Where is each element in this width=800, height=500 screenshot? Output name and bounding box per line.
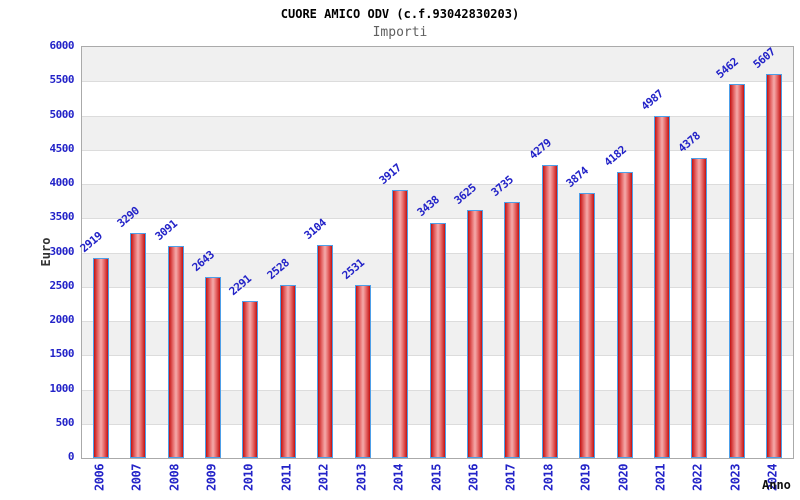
- bar-2009: [204, 276, 221, 458]
- bar-2024: [766, 73, 783, 458]
- x-tick-label: 2012: [316, 464, 331, 491]
- plot-band: [82, 81, 793, 116]
- bar-2013: [354, 284, 371, 458]
- bar-2023: [728, 83, 745, 458]
- bar-2022: [691, 158, 708, 458]
- x-tick-label: 2017: [503, 464, 518, 491]
- gridline: [82, 149, 793, 151]
- plot-band: [82, 47, 793, 82]
- x-tick-label: 2022: [690, 464, 705, 491]
- bar-2020: [616, 171, 633, 458]
- y-tick-label: 0: [67, 450, 75, 463]
- bar-2006: [92, 258, 109, 458]
- x-tick-label: 2018: [541, 464, 556, 491]
- x-tick-label: 2007: [129, 464, 144, 491]
- x-axis-title: Anno: [762, 478, 791, 492]
- x-tick-label: 2021: [653, 464, 668, 491]
- y-tick-label: 500: [55, 415, 75, 429]
- bar-2018: [541, 164, 558, 458]
- gridline: [82, 218, 793, 220]
- bar-2021: [654, 116, 671, 458]
- y-tick-label: 5500: [49, 73, 75, 87]
- bar-2017: [504, 202, 521, 458]
- bar-2016: [466, 209, 483, 458]
- plot-area: [81, 46, 794, 459]
- bar-2007: [130, 232, 147, 458]
- gridline: [82, 115, 793, 117]
- x-tick-label: 2023: [728, 464, 743, 491]
- chart-subtitle: Importi: [372, 25, 428, 40]
- y-tick-label: 4000: [49, 176, 75, 189]
- x-tick-label: 2019: [578, 464, 593, 491]
- y-tick-label: 5000: [49, 107, 75, 121]
- bar-2014: [392, 189, 409, 458]
- bar-2012: [317, 245, 334, 458]
- y-tick-label: 1000: [49, 381, 75, 395]
- y-tick-label: 4500: [49, 141, 75, 155]
- gridline: [82, 184, 793, 185]
- bar-2010: [242, 301, 259, 458]
- plot-band: [82, 149, 793, 184]
- y-tick-label: 2000: [49, 313, 75, 326]
- y-tick-label: 6000: [49, 39, 75, 52]
- y-tick-label: 3000: [49, 244, 75, 258]
- y-tick-label: 1500: [49, 347, 75, 361]
- x-tick-label: 2006: [92, 464, 107, 491]
- x-tick-label: 2010: [241, 464, 256, 491]
- x-tick-label: 2008: [167, 464, 182, 491]
- gridline: [82, 81, 793, 83]
- bar-2008: [167, 246, 184, 458]
- y-tick-label: 3500: [49, 210, 75, 224]
- y-tick-label: 2500: [49, 278, 75, 292]
- x-tick-label: 2014: [391, 464, 406, 491]
- plot-band: [82, 184, 793, 219]
- x-tick-label: 2015: [429, 464, 443, 491]
- x-tick-label: 2020: [616, 464, 631, 491]
- chart-title: CUORE AMICO ODV (c.f.93042830203): [280, 7, 520, 21]
- bar-2019: [579, 192, 596, 458]
- x-tick-label: 2016: [466, 464, 481, 491]
- plot-band: [82, 115, 793, 150]
- x-tick-label: 2009: [204, 464, 219, 491]
- x-tick-label: 2011: [279, 464, 294, 491]
- x-tick-label: 2013: [354, 464, 369, 491]
- bar-2015: [429, 222, 446, 458]
- bar-2011: [279, 284, 296, 458]
